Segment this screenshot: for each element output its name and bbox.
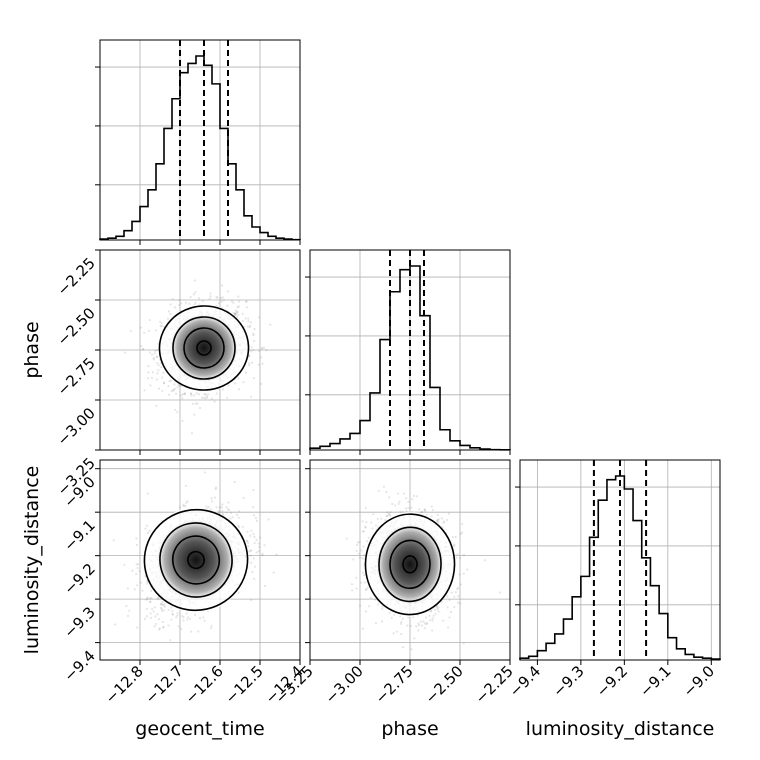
density-contour: [143, 508, 249, 612]
density-contour: [389, 539, 431, 590]
y-tick-label: −2.75: [54, 354, 99, 399]
x-tick-label: −9.1: [636, 662, 674, 700]
y-tick-label: −2.50: [54, 304, 99, 349]
y-axis-label-phase: phase: [21, 321, 43, 378]
histogram-luminosity-distance: −9.4 −9.3 −9.2 −9.1 −9.0: [506, 459, 721, 701]
histogram-phase: [305, 249, 511, 455]
panel-frame: [99, 459, 301, 661]
density-contour: [172, 316, 236, 380]
x-tick-label: −2.75: [372, 662, 417, 707]
density-contour: [196, 340, 212, 356]
density-core: [375, 523, 445, 605]
histogram-step: [99, 55, 301, 241]
y-tick-label: −2.25: [54, 254, 99, 299]
y-tick-label: −9.4: [60, 647, 98, 685]
density-contour: [187, 550, 205, 570]
density-contour: [378, 526, 442, 603]
y-axis-label-luminosity-distance: luminosity_distance: [21, 466, 43, 655]
panel-frame: [519, 459, 721, 661]
x-axis-label-geocent-time: geocent_time: [135, 718, 264, 740]
y-tick-label: −3.00: [54, 404, 99, 449]
x-axis-label-luminosity-distance: luminosity_distance: [526, 718, 715, 740]
x-tick-label: −3.00: [322, 662, 367, 707]
histogram-step: [309, 265, 511, 451]
density-contour: [159, 522, 233, 598]
x-axis-label-phase: phase: [381, 718, 438, 740]
histogram-geocent-time: [95, 39, 301, 245]
density-contour: [171, 535, 221, 585]
density-phase-vs-luminosity-distance: −3.25 −3.00 −2.75 −2.50 −2.25: [272, 459, 517, 707]
x-tick-label: −2.50: [422, 662, 467, 707]
x-tick-label: −12.5: [222, 662, 267, 707]
density-contour: [183, 327, 225, 369]
density-geocent-time-vs-luminosity-distance: −9.4−9.3−9.2−9.1−9.0−12.8−12.7−12.6−12.5…: [60, 459, 307, 707]
x-tick-label: −9.2: [593, 662, 631, 700]
y-tick-label: −9.3: [60, 603, 98, 641]
density-contour: [364, 513, 456, 616]
y-tick-label: −9.1: [60, 516, 98, 554]
x-tick-label: −12.6: [182, 662, 227, 707]
x-tick-label: −12.7: [142, 662, 187, 707]
density-layer: [345, 485, 502, 651]
density-layer: [112, 471, 278, 642]
density-core: [156, 519, 236, 601]
x-tick-label: −9.4: [506, 662, 544, 700]
density-layer: [123, 279, 272, 435]
density-geocent-time-vs-phase: −3.25−3.00−2.75−2.50−2.25: [54, 249, 301, 499]
density-contour: [158, 305, 250, 391]
panel-frame: [99, 39, 301, 241]
density-contour: [402, 555, 418, 574]
x-tick-label: −12.8: [102, 662, 147, 707]
y-tick-label: −9.2: [60, 560, 98, 598]
x-tick-label: −9.0: [680, 662, 718, 700]
x-tick-label: −9.3: [549, 662, 587, 700]
density-core: [170, 314, 238, 382]
